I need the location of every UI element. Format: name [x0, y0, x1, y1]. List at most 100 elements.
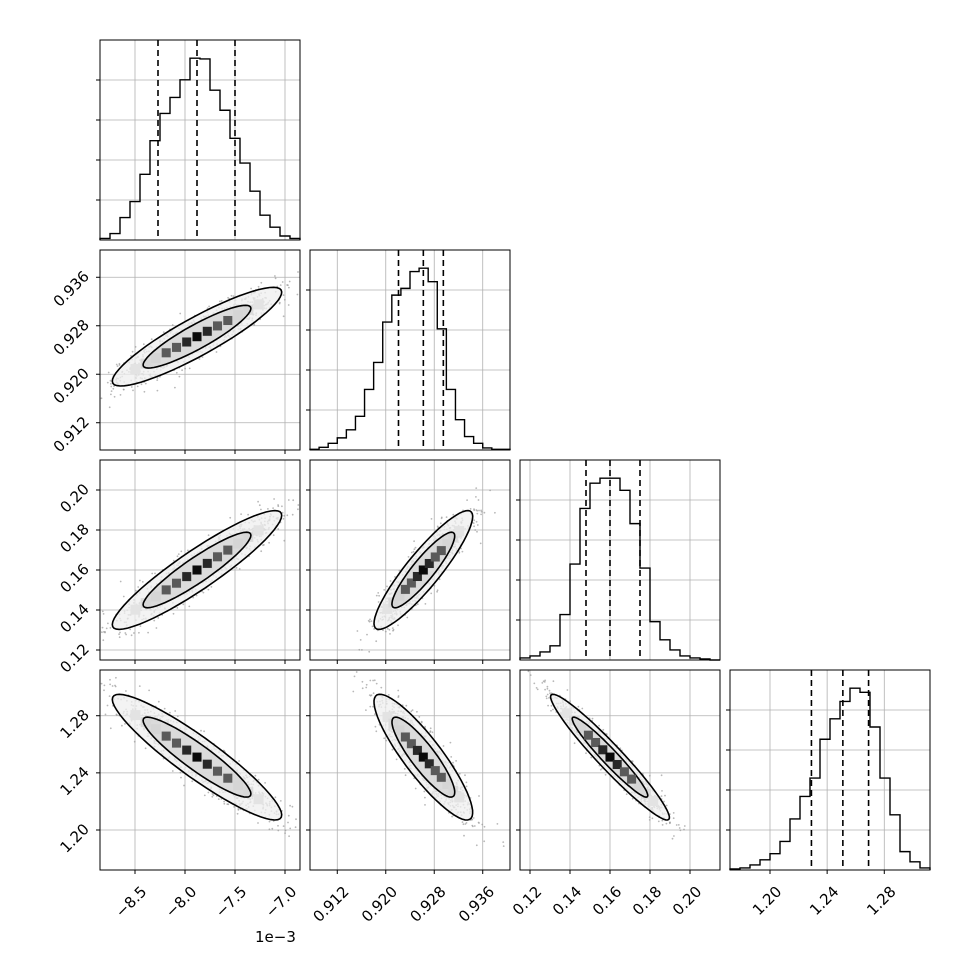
density-peak-cell: [436, 546, 446, 556]
scatter-point: [95, 629, 97, 631]
scatter-point: [414, 546, 417, 549]
scatter-point: [171, 324, 174, 326]
scatter-point: [414, 787, 417, 790]
scatter-point: [100, 397, 103, 400]
scatter-point: [283, 514, 286, 517]
scatter-point: [478, 822, 480, 824]
scatter-point: [433, 584, 436, 587]
scatter-point: [171, 770, 174, 772]
scatter-point: [132, 389, 134, 392]
scatter-point: [137, 586, 140, 588]
scatter-point: [386, 627, 389, 630]
y-tick-label: 0.920: [50, 364, 93, 407]
scatter-point: [148, 689, 151, 692]
scatter-point: [195, 594, 198, 597]
scatter-point: [287, 284, 289, 287]
scatter-panel-3-0: [90, 669, 301, 874]
x-tick-label: 0.18: [629, 883, 665, 919]
scatter-point: [122, 595, 125, 598]
density-peak-cell: [612, 760, 622, 769]
scatter-point: [154, 572, 156, 575]
scatter-point: [387, 694, 390, 696]
scatter-point: [110, 390, 113, 392]
scatter-point: [90, 694, 92, 696]
scatter-point: [475, 844, 478, 847]
panel-frame: [99, 249, 301, 451]
histogram-step: [729, 687, 931, 870]
scatter-point: [473, 525, 475, 528]
scatter-point: [278, 302, 281, 305]
scatter-point: [283, 539, 286, 542]
histogram-panel-2: [516, 459, 721, 661]
scatter-point: [110, 393, 112, 396]
scatter-point: [291, 805, 294, 808]
scatter-point: [124, 723, 126, 725]
scatter-point: [104, 713, 107, 716]
scatter-point: [260, 281, 263, 284]
scatter-point: [372, 705, 374, 708]
scatter-point: [439, 522, 442, 525]
scatter-panel-3-2: [516, 669, 721, 874]
scatter-point: [281, 281, 284, 283]
scatter-point: [109, 379, 112, 382]
scatter-point: [475, 496, 477, 498]
scatter-point: [116, 365, 119, 367]
scatter-point: [392, 629, 394, 632]
scatter-point: [281, 511, 284, 514]
scatter-point: [416, 603, 419, 606]
scatter-point: [535, 687, 538, 689]
scatter-point: [177, 553, 180, 555]
histogram-panel-3: [726, 669, 931, 871]
scatter-point: [103, 631, 105, 633]
scatter-point: [625, 793, 628, 796]
density-peak-cell: [192, 332, 202, 342]
scatter-point: [277, 824, 279, 827]
scatter-point: [301, 300, 303, 302]
panel-frame: [99, 39, 301, 241]
scatter-point: [182, 603, 185, 606]
scatter-point: [397, 689, 400, 692]
scatter-point: [110, 385, 113, 388]
scatter-point: [361, 687, 364, 690]
scatter-point: [476, 530, 478, 533]
scatter-panel-2-1: [306, 459, 511, 664]
scatter-point: [98, 697, 100, 699]
scatter-point: [483, 511, 486, 514]
scatter-point: [599, 768, 602, 771]
scatter-point: [544, 679, 546, 682]
scatter-point: [549, 692, 551, 695]
scatter-point: [411, 709, 414, 711]
scatter-point: [384, 630, 387, 633]
scatter-point: [86, 383, 88, 385]
scatter-point: [198, 358, 201, 360]
scatter-point: [281, 505, 283, 508]
density-peak-cell: [619, 767, 629, 777]
scatter-point: [124, 632, 127, 634]
scatter-point: [226, 803, 229, 805]
density-peak-cell: [202, 759, 212, 769]
scatter-point: [178, 375, 181, 378]
scatter-point: [651, 817, 654, 820]
density-peak-cell: [430, 552, 440, 562]
scatter-point: [108, 695, 111, 697]
scatter-point: [445, 516, 448, 518]
y-tick-label: 0.928: [50, 316, 93, 359]
scatter-point: [147, 631, 150, 634]
density-peak-cell: [412, 572, 422, 581]
scatter-point: [277, 505, 280, 508]
panel-content: [86, 250, 303, 450]
scatter-point: [188, 605, 191, 608]
scatter-point: [139, 625, 142, 627]
scatter-point: [305, 522, 307, 524]
density-peak-cell: [172, 578, 181, 588]
scatter-point: [545, 697, 548, 700]
scatter-point: [119, 631, 121, 634]
scatter-point: [648, 774, 651, 777]
scatter-point: [109, 727, 112, 730]
scatter-point: [115, 676, 117, 679]
scatter-point: [287, 821, 289, 824]
scatter-point: [465, 822, 468, 824]
scatter-point: [661, 790, 663, 792]
scatter-point: [130, 634, 133, 637]
scatter-point: [430, 592, 433, 595]
